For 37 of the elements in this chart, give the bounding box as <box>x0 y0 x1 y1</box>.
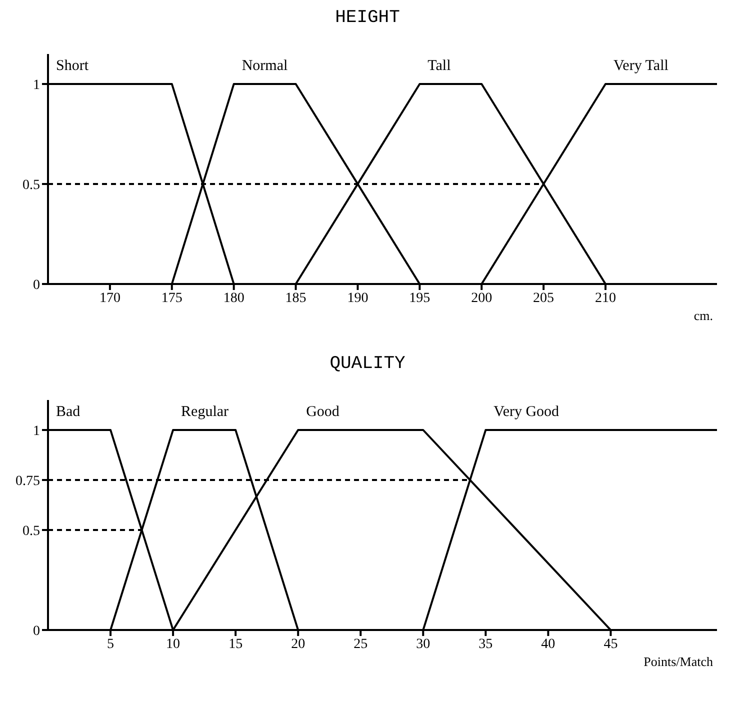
y-tick-label: 1 <box>33 424 40 439</box>
x-tick-label: 205 <box>533 290 554 306</box>
x-tick-label: 210 <box>595 290 616 306</box>
x-tick-label: 20 <box>291 636 306 652</box>
series-label: Short <box>56 58 90 74</box>
x-tick-label: 45 <box>604 636 618 652</box>
x-axis-title: Points/Match <box>644 654 714 669</box>
x-tick-label: 200 <box>471 290 492 306</box>
x-axis-title: cm. <box>694 308 713 323</box>
x-tick-label: 15 <box>228 636 243 652</box>
y-tick-label: 0 <box>33 624 40 639</box>
x-tick-label: 195 <box>409 290 430 306</box>
chart-title: QUALITY <box>328 354 406 376</box>
series-label: Normal <box>242 58 288 74</box>
y-tick-label: 1 <box>33 78 40 93</box>
series-label: Good <box>306 404 340 420</box>
series-label: Tall <box>428 58 451 74</box>
series-label: Bad <box>56 404 81 420</box>
x-tick-label: 180 <box>223 290 244 306</box>
chart-title: HEIGHT <box>334 8 401 30</box>
y-tick-label: 0 <box>33 278 40 293</box>
series-label: Regular <box>181 404 229 420</box>
x-tick-label: 35 <box>478 636 493 652</box>
x-tick-label: 170 <box>99 290 120 306</box>
x-tick-label: 190 <box>347 290 368 306</box>
series-label: Very Good <box>494 404 560 420</box>
x-tick-label: 40 <box>541 636 556 652</box>
x-tick-label: 10 <box>166 636 180 652</box>
y-tick-label: 0.75 <box>16 474 40 489</box>
y-tick-label: 0.5 <box>22 524 40 539</box>
x-tick-label: 5 <box>107 636 114 652</box>
x-tick-label: 25 <box>354 636 368 652</box>
y-tick-label: 0.5 <box>22 178 40 193</box>
x-tick-label: 30 <box>416 636 430 652</box>
x-tick-label: 175 <box>161 290 182 306</box>
x-tick-label: 185 <box>285 290 306 306</box>
series-label: Very Tall <box>614 58 668 74</box>
